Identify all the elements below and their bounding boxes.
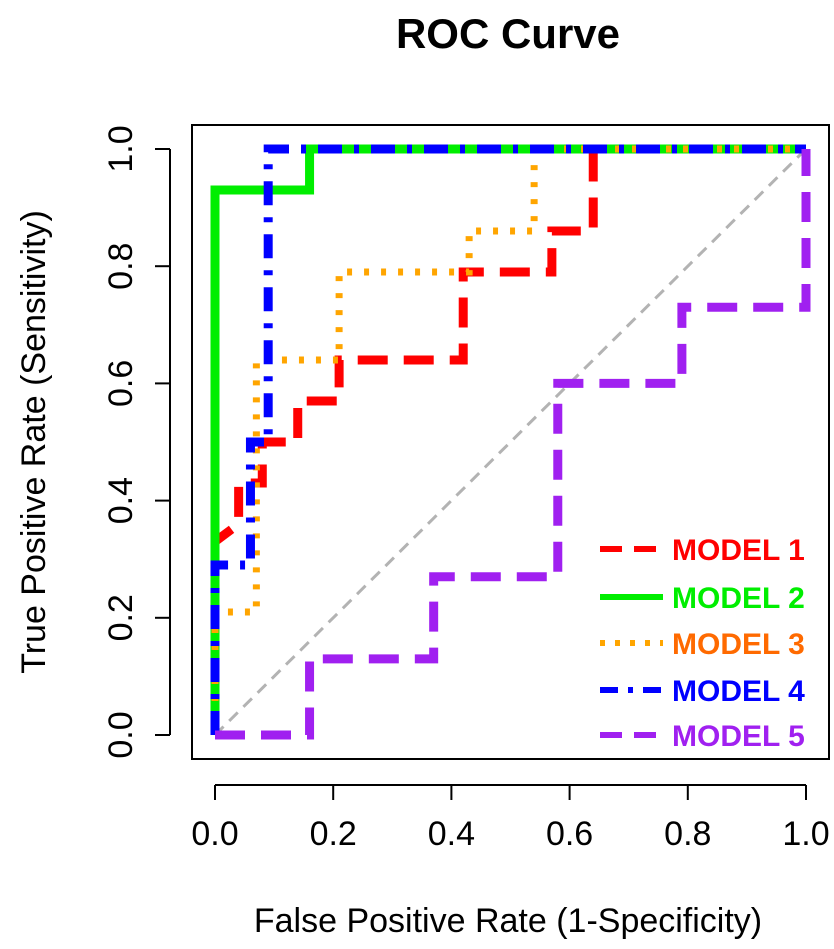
x-tick-label: 0.2 xyxy=(310,815,357,853)
x-tick-label: 0.4 xyxy=(428,815,475,853)
axes-layer: 0.0 0.2 0.4 0.6 0.8 1.0 0.0 0.2 0.4 0.6 0.8 1.0 xyxy=(102,124,830,853)
x-tick-label: 0.6 xyxy=(546,815,593,853)
legend: MODEL 1 MODEL 2 MODEL 3 MODEL 4 MODEL 5 xyxy=(600,534,805,753)
y-tick-label: 0.6 xyxy=(102,360,140,407)
y-tick-label: 0.8 xyxy=(102,243,140,290)
y-axis-label: True Positive Rate (Sensitivity) xyxy=(15,210,53,674)
y-tick-label: 1.0 xyxy=(102,125,140,172)
legend-label-model-3: MODEL 3 xyxy=(672,628,805,661)
legend-label-model-4: MODEL 4 xyxy=(672,675,805,708)
legend-label-model-5: MODEL 5 xyxy=(672,720,805,753)
legend-label-model-2: MODEL 2 xyxy=(672,582,805,615)
series-line-model-1 xyxy=(210,144,806,735)
y-tick-label: 0.2 xyxy=(102,594,140,641)
y-tick-label: 0.0 xyxy=(102,711,140,758)
legend-label-model-1: MODEL 1 xyxy=(672,534,805,567)
x-tick-label: 0.0 xyxy=(191,815,238,853)
x-tick-label: 1.0 xyxy=(782,815,829,853)
series-line-model-4 xyxy=(210,144,806,735)
series-line-model-5 xyxy=(215,149,811,740)
y-tick-label: 0.4 xyxy=(102,477,140,524)
series-line-model-3 xyxy=(211,145,806,735)
x-tick-label: 0.8 xyxy=(664,815,711,853)
series-line-model-2 xyxy=(210,144,806,735)
x-axis-label: False Positive Rate (1-Specificity) xyxy=(254,902,762,940)
plot-frame xyxy=(191,124,830,760)
chart-title: ROC Curve xyxy=(396,10,620,57)
series-layer xyxy=(210,144,811,740)
